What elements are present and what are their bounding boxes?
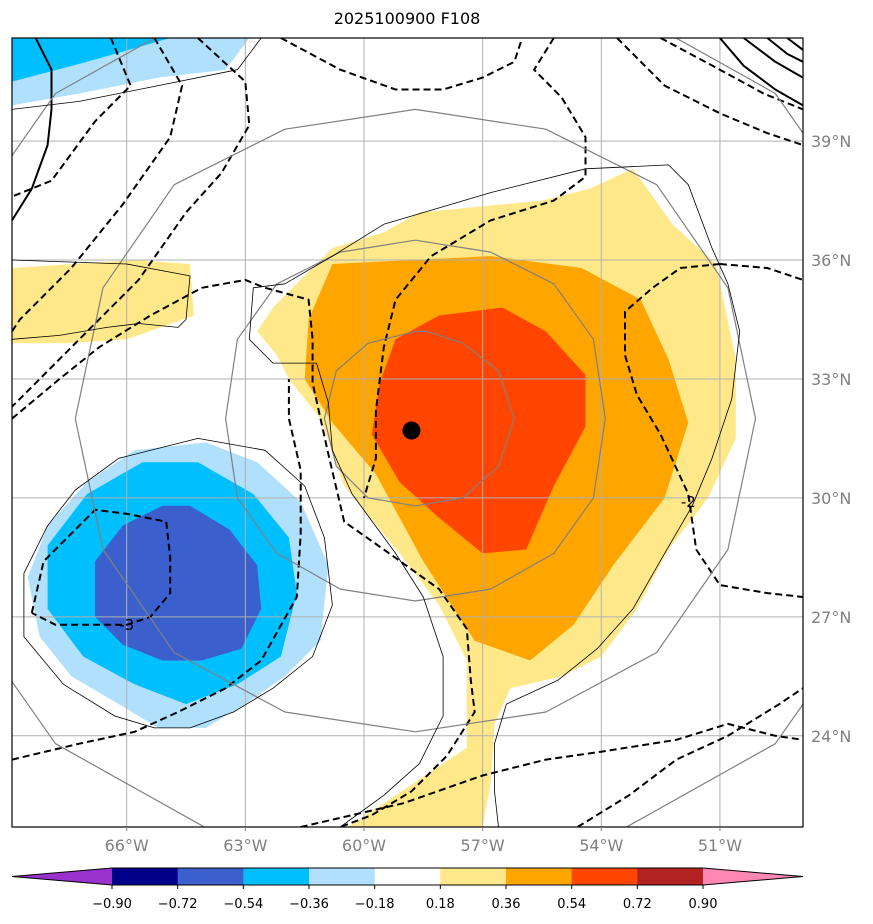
y-tick-label-3: 33°N <box>811 370 851 389</box>
filled-region-3 <box>371 307 586 554</box>
colorbar-tick-label-8: 0.72 <box>623 897 652 912</box>
map-frame <box>11 37 804 828</box>
contour-label-1: -2 <box>681 493 696 511</box>
x-tick-label-3: 57°W <box>461 836 505 855</box>
colorbar-bin-5 <box>440 868 507 885</box>
contour-line-24 <box>248 223 444 827</box>
contour-line-18 <box>786 38 803 51</box>
x-tick-label-2: 60°W <box>342 836 386 855</box>
contour-line-9 <box>12 379 302 761</box>
colorbar-tick-label-7: 0.54 <box>557 897 586 912</box>
colorbar-tick-label-2: −0.54 <box>223 897 263 912</box>
storm-center-layer <box>402 421 421 440</box>
y-tick-label-5: 39°N <box>811 132 851 151</box>
x-tick-label-1: 63°W <box>223 836 267 855</box>
colorbar-bin-7 <box>571 868 638 885</box>
colorbar-extend-high <box>703 868 803 885</box>
chart-title: 2025100900 F108 <box>333 9 481 28</box>
contour-line-4 <box>624 263 803 598</box>
contour-line-27 <box>12 38 262 110</box>
axis-tick-labels: 66°W 63°W 60°W 57°W 54°W 51°W 24°N 27°N 30°N 33°N… <box>105 132 852 855</box>
y-tick-label-1: 27°N <box>811 608 851 627</box>
filled-region-8 <box>95 505 262 661</box>
colorbar-bin-4 <box>374 868 441 885</box>
contour-line-10 <box>300 722 803 827</box>
colorbar-bin-0 <box>112 868 179 885</box>
contour-line-5 <box>280 38 524 91</box>
contour-line-21 <box>74 108 757 733</box>
graticule-grid <box>12 38 803 827</box>
contour-line-2 <box>363 38 587 499</box>
colorbar-bin-3 <box>309 868 376 885</box>
contour-line-0 <box>12 278 476 827</box>
contour-line-26 <box>23 438 333 729</box>
colorbar-bin-2 <box>243 868 310 885</box>
filled-region-1 <box>12 260 194 344</box>
contour-label-0: -3 <box>119 616 134 634</box>
colorbar-extend-low <box>12 868 112 885</box>
contour-line-1 <box>30 508 172 626</box>
contour-line-13 <box>660 38 803 111</box>
x-tick-label-4: 54°W <box>579 836 623 855</box>
colorbar-bin-6 <box>506 868 573 885</box>
contour-line-25 <box>12 259 191 340</box>
contour-line-17 <box>766 38 803 63</box>
contour-line-14 <box>12 38 53 221</box>
contour-line-19 <box>323 330 515 507</box>
storm-center-marker <box>402 421 421 440</box>
y-tick-label-0: 24°N <box>811 727 851 746</box>
contour-line-12 <box>616 38 803 147</box>
x-tick-label-5: 51°W <box>698 836 742 855</box>
contour-label-layer: -3 -2 <box>119 493 696 634</box>
colorbar-bin-8 <box>637 868 704 885</box>
y-tick-label-4: 36°N <box>811 251 851 270</box>
contour-line-11 <box>577 687 803 827</box>
colorbar-tick-label-9: 0.90 <box>689 897 718 912</box>
x-tick-label-0: 66°W <box>105 836 149 855</box>
colorbar-tick-label-0: −0.90 <box>92 897 132 912</box>
contour-line-6 <box>12 38 132 198</box>
colorbar-tick-label-4: −0.18 <box>355 897 395 912</box>
colorbar-tick-label-1: −0.72 <box>158 897 198 912</box>
contour-line-layer <box>12 38 803 827</box>
contour-line-15 <box>719 38 803 107</box>
contour-line-8 <box>12 38 251 408</box>
colorbar-tick-label-6: 0.36 <box>492 897 521 912</box>
contour-line-16 <box>743 38 803 79</box>
colorbar: −0.90 −0.72 −0.54 −0.36 −0.18 0.18 0.36 0.54 0.7… <box>11 867 804 912</box>
colorbar-bin-1 <box>177 868 244 885</box>
contour-line-23 <box>383 164 741 827</box>
y-tick-label-2: 30°N <box>811 489 851 508</box>
filled-contour-layer <box>12 38 736 827</box>
colorbar-tick-label-3: −0.36 <box>289 897 329 912</box>
colorbar-tick-label-5: 0.18 <box>426 897 455 912</box>
contour-line-3 <box>719 263 803 281</box>
contour-line-7 <box>12 38 184 332</box>
